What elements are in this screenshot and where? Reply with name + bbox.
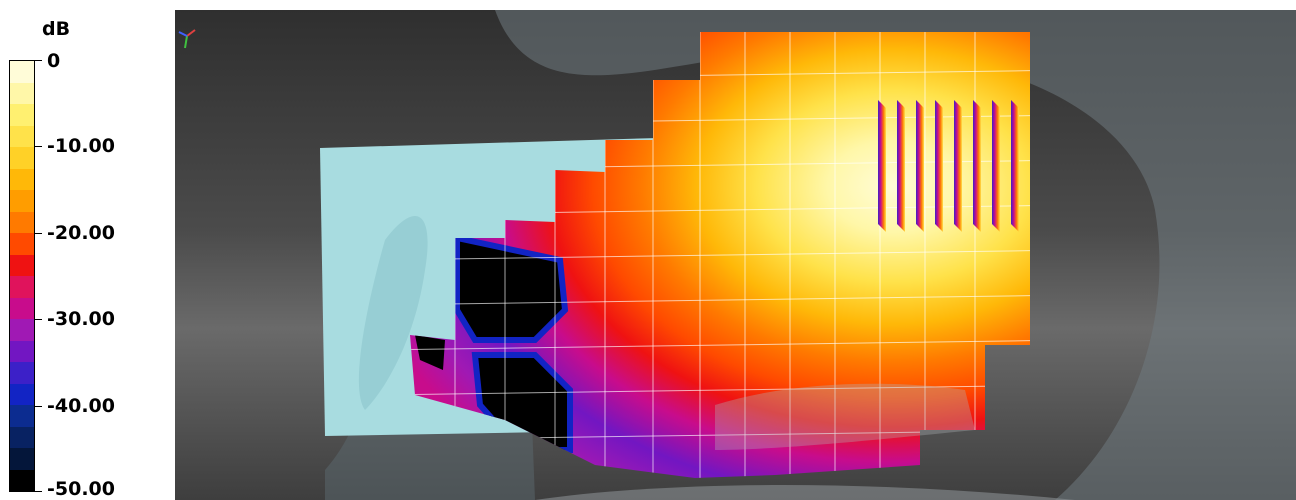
colorbar-swatch	[10, 254, 34, 277]
colorbar-swatch	[10, 147, 34, 169]
colorbar-swatch	[10, 211, 34, 234]
legend-unit-title: dB	[42, 18, 71, 40]
colorbar-swatch	[10, 104, 34, 126]
colorbar-swatch	[10, 383, 34, 406]
colorbar-swatch	[10, 297, 34, 320]
legend-label-50: -50.00	[47, 478, 115, 500]
colorbar-swatch	[10, 319, 34, 341]
colorbar-swatch	[10, 61, 34, 83]
legend-label-40: -40.00	[47, 395, 115, 417]
legend-tick	[35, 233, 42, 234]
axis-triad-icon	[178, 29, 196, 49]
plane-shadow	[358, 216, 428, 410]
colorbar-swatch	[10, 168, 34, 191]
colorbar-swatch	[10, 190, 34, 212]
colorbar-swatch	[10, 362, 34, 384]
colorbar-swatch	[10, 405, 34, 427]
source-array	[878, 100, 1019, 232]
3d-viewport[interactable]	[175, 10, 1296, 500]
floor-overlay	[715, 383, 975, 450]
legend-label-30: -30.00	[47, 308, 115, 330]
colorbar-swatch	[10, 469, 34, 492]
colorbar-swatch	[10, 448, 34, 470]
legend-tick	[35, 406, 42, 407]
legend-tick	[35, 146, 42, 147]
colorbar-swatch	[10, 233, 34, 255]
colorbar-swatch	[10, 125, 34, 148]
legend-tick	[35, 491, 42, 492]
legend-label-0: 0	[47, 50, 61, 72]
colorbar-swatch	[10, 340, 34, 363]
legend-colorbar	[9, 60, 35, 492]
room-surface	[495, 10, 1296, 500]
legend-tick	[35, 60, 42, 61]
legend-label-10: -10.00	[47, 135, 115, 157]
legend-label-20: -20.00	[47, 222, 115, 244]
colorbar-swatch	[10, 82, 34, 105]
legend-tick	[35, 319, 42, 320]
colorbar-swatch	[10, 426, 34, 449]
floor-surface	[535, 485, 1075, 500]
colorbar-swatch	[10, 276, 34, 298]
color-legend: dB 0 -10.00 -20.00 -30.00 -40.00 -50.00	[0, 0, 175, 500]
sound-field-plot	[320, 10, 1296, 500]
